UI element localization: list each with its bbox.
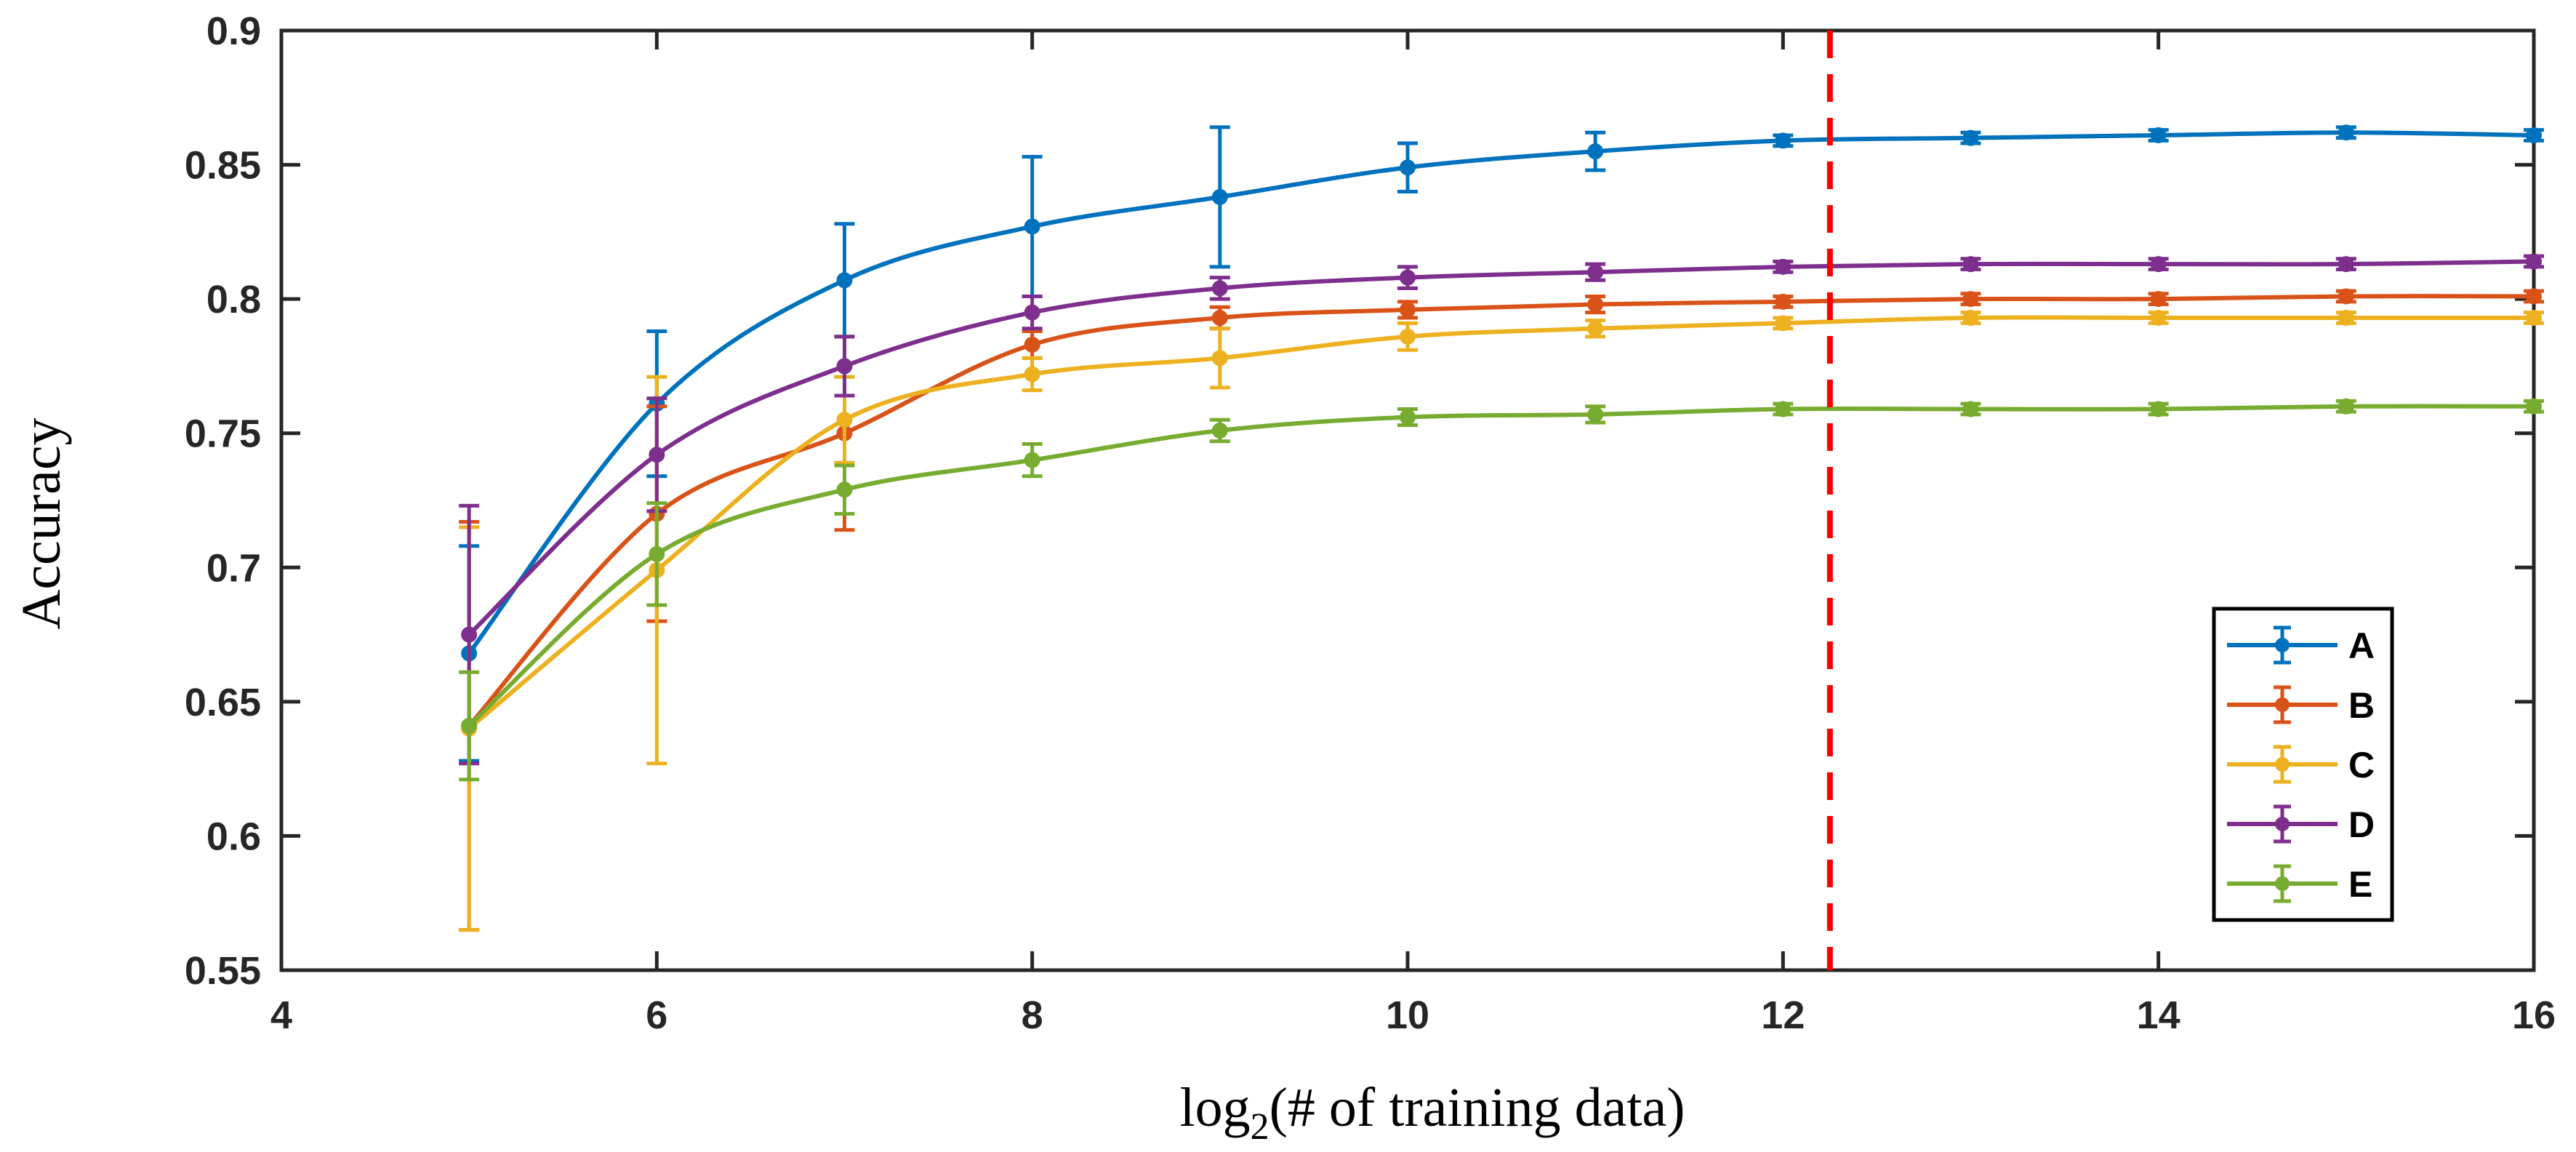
- data-point: [2150, 309, 2167, 326]
- y-tick-label: 0.7: [206, 546, 261, 590]
- legend-label: E: [2348, 864, 2372, 905]
- data-point: [1400, 301, 1416, 318]
- legend-label: C: [2348, 745, 2375, 785]
- x-tick-label: 10: [1386, 993, 1429, 1037]
- data-point: [1775, 315, 1791, 332]
- x-tick-label: 14: [2137, 993, 2180, 1037]
- data-point: [836, 358, 853, 375]
- y-tick-label: 0.85: [185, 144, 261, 188]
- data-point: [649, 447, 665, 463]
- data-point: [1211, 280, 1228, 297]
- data-point: [1024, 366, 1040, 383]
- legend-label: A: [2348, 625, 2375, 666]
- x-axis-label-log: log: [1179, 1077, 1250, 1138]
- data-point: [1587, 264, 1604, 281]
- data-point: [1775, 401, 1791, 417]
- plot-area: 4 6 8 10 12 14 16 0.55 0.6 0.65 0.7 0.75 0.8 0.85 0.9 A…: [185, 9, 2556, 1037]
- legend-swatch-marker: [2275, 697, 2290, 712]
- data-point: [2150, 291, 2167, 308]
- data-point: [1775, 293, 1791, 310]
- legend-swatch-marker: [2275, 876, 2290, 891]
- series-line: [468, 315, 2534, 731]
- data-point: [1962, 401, 1979, 417]
- legend-label: B: [2348, 685, 2375, 726]
- series-line: [467, 130, 2535, 655]
- data-point: [836, 272, 853, 289]
- data-point: [2150, 127, 2167, 143]
- data-point: [836, 481, 853, 498]
- x-axis-label-subscript: 2: [1251, 1106, 1269, 1148]
- data-point: [2338, 124, 2354, 141]
- data-point: [1962, 291, 1979, 308]
- data-point: [2526, 127, 2542, 143]
- data-point: [1024, 336, 1040, 353]
- x-axis-label-rest: (# of training data): [1269, 1077, 1685, 1138]
- series-d: [459, 253, 2544, 766]
- y-tick-label: 0.55: [185, 949, 261, 993]
- data-point: [461, 718, 478, 735]
- x-tick-label: 16: [2512, 993, 2556, 1037]
- data-point: [1775, 258, 1791, 275]
- data-point: [1962, 129, 1979, 146]
- legend-swatch-marker: [2275, 638, 2290, 652]
- data-point: [1211, 188, 1228, 205]
- data-point: [1024, 452, 1040, 468]
- data-point: [1211, 309, 1228, 326]
- data-point: [1400, 159, 1416, 176]
- data-point: [1211, 423, 1228, 439]
- series-line: [468, 404, 2535, 728]
- x-tick-label: 6: [646, 993, 667, 1037]
- data-point: [1024, 304, 1040, 321]
- legend-swatch-marker: [2275, 757, 2290, 772]
- series-e: [459, 398, 2544, 782]
- y-tick-label: 0.6: [206, 815, 261, 858]
- data-point: [649, 545, 665, 562]
- y-tick-label: 0.75: [185, 412, 261, 456]
- data-point: [2338, 309, 2354, 326]
- data-point: [1400, 409, 1416, 425]
- y-axis-label: Accuracy: [11, 417, 72, 629]
- data-point: [461, 626, 478, 643]
- data-point: [2150, 256, 2167, 273]
- data-point: [1962, 309, 1979, 326]
- data-point: [2526, 253, 2542, 270]
- data-point: [2526, 288, 2542, 305]
- data-point: [1587, 296, 1604, 313]
- data-point: [836, 412, 853, 428]
- data-point: [1024, 218, 1040, 235]
- series-line: [467, 294, 2535, 728]
- x-tick-label: 8: [1022, 993, 1043, 1037]
- data-point: [2526, 309, 2542, 326]
- data-point: [1587, 406, 1604, 423]
- y-tick-label: 0.8: [206, 278, 261, 321]
- data-point: [2338, 398, 2354, 415]
- y-tick-label: 0.65: [185, 681, 261, 724]
- data-point: [2526, 398, 2542, 415]
- data-point: [1587, 320, 1604, 337]
- legend-label: D: [2348, 804, 2375, 845]
- x-axis-label: log2(# of training data): [1179, 1077, 1685, 1148]
- x-tick-label: 4: [270, 993, 292, 1037]
- data-point: [1400, 269, 1416, 286]
- x-tick-label: 12: [1761, 993, 1805, 1037]
- series-line: [468, 259, 2535, 636]
- data-point: [1211, 350, 1228, 367]
- y-tick-label: 0.9: [206, 9, 261, 53]
- data-point: [2338, 288, 2354, 305]
- data-point: [1962, 256, 1979, 273]
- data-point: [2150, 401, 2167, 417]
- y-axis-title: Accuracy: [11, 417, 72, 629]
- data-point: [2338, 256, 2354, 273]
- data-point: [1775, 132, 1791, 149]
- legend-swatch-marker: [2275, 817, 2290, 831]
- data-point: [1587, 143, 1604, 160]
- data-point: [1400, 328, 1416, 345]
